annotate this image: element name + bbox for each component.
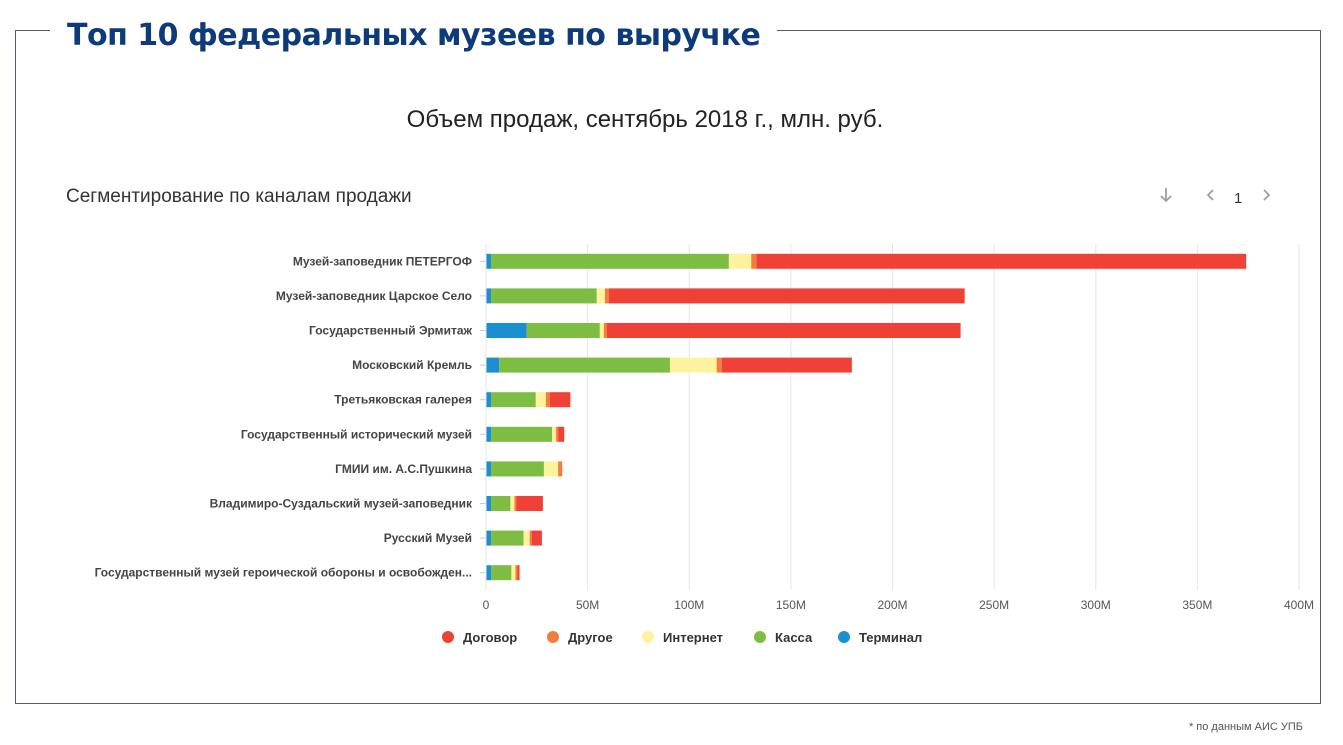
legend-item[interactable]: Терминал bbox=[838, 630, 922, 645]
page-number: 1 bbox=[1234, 190, 1243, 207]
bar-segment bbox=[491, 461, 544, 477]
x-tick-label: 100M bbox=[674, 598, 704, 612]
legend-dot-icon bbox=[754, 631, 766, 643]
bar-segment bbox=[486, 357, 500, 373]
bar-segment bbox=[599, 323, 604, 338]
x-tick-label: 400M bbox=[1284, 598, 1314, 612]
bar-segment bbox=[491, 288, 597, 304]
bar-segment bbox=[491, 565, 512, 581]
chevron-left-icon[interactable] bbox=[1205, 186, 1217, 209]
x-tick-label: 350M bbox=[1182, 598, 1212, 612]
legend-item[interactable]: Интернет bbox=[642, 630, 723, 645]
bar-segment bbox=[550, 392, 571, 408]
bar-segment bbox=[604, 288, 609, 304]
x-tick-label: 150M bbox=[776, 598, 806, 612]
category-label: Русский Музей bbox=[384, 531, 472, 545]
bar-segment bbox=[491, 392, 536, 408]
legend-label: Договор bbox=[463, 630, 518, 645]
legend-item[interactable]: Договор bbox=[442, 630, 517, 645]
bar-segment bbox=[486, 496, 492, 511]
bar-segment bbox=[756, 253, 1247, 269]
bar-segment bbox=[486, 323, 527, 338]
arrow-down-icon[interactable] bbox=[1158, 186, 1174, 209]
x-tick-label: 250M bbox=[979, 598, 1009, 612]
bar-segment bbox=[491, 496, 511, 511]
legend-label: Другое bbox=[568, 630, 613, 645]
stacked-bar-chart: 0 50M 100M 150M 200M 250M 300M 350M 400M Музей-за… bbox=[95, 244, 1314, 612]
segment-title: Сегментирование по каналам продажи bbox=[66, 186, 412, 207]
bar-segment bbox=[511, 565, 516, 581]
legend-label: Терминал bbox=[859, 630, 923, 645]
category-label: Государственный исторический музей bbox=[241, 427, 472, 441]
legend-label: Интернет bbox=[663, 630, 724, 645]
bar-segment bbox=[531, 530, 542, 546]
x-tick-label: 50M bbox=[576, 598, 599, 612]
category-label: Государственный музей героической оборон… bbox=[95, 566, 472, 580]
bar-segment bbox=[510, 496, 515, 511]
category-label: Московский Кремль bbox=[352, 358, 472, 372]
bar-segment bbox=[603, 323, 607, 338]
x-tick-label: 200M bbox=[877, 598, 907, 612]
bar-segment bbox=[515, 565, 518, 581]
footnote: * по данным АИС УПБ bbox=[1188, 721, 1303, 733]
category-label: Третьяковская галерея bbox=[334, 393, 472, 407]
bar-segment bbox=[486, 253, 492, 269]
chart-subtitle: Объем продаж, сентябрь 2018 г., млн. руб… bbox=[406, 106, 884, 133]
bar-segment bbox=[556, 426, 559, 442]
bar-segment bbox=[535, 392, 546, 408]
bar-segment bbox=[486, 288, 492, 304]
bar-segment bbox=[728, 253, 752, 269]
bar-segment bbox=[491, 530, 524, 546]
bar-segment bbox=[517, 565, 520, 581]
bar-segment bbox=[751, 253, 757, 269]
bar-segment bbox=[523, 530, 530, 546]
legend-item[interactable]: Другое bbox=[547, 630, 613, 645]
legend-item[interactable]: Касса bbox=[754, 630, 812, 645]
bar-segment bbox=[514, 496, 517, 511]
legend-label: Касса bbox=[775, 630, 813, 645]
pager: 1 bbox=[1150, 186, 1280, 210]
bar-segment bbox=[516, 496, 543, 511]
category-label: Музей-заповедник ПЕТЕРГОФ bbox=[293, 254, 472, 268]
page-title: Топ 10 федеральных музеев по выручке bbox=[50, 14, 778, 58]
legend-dot-icon bbox=[642, 631, 654, 643]
bar-segment bbox=[491, 253, 729, 269]
bar-segment bbox=[558, 461, 563, 477]
category-label: ГМИИ им. А.С.Пушкина bbox=[335, 462, 472, 476]
bar-segment bbox=[596, 288, 605, 304]
bar-segment bbox=[486, 565, 492, 581]
category-label: Музей-заповедник Царское Село bbox=[276, 289, 472, 303]
bar-segment bbox=[499, 357, 670, 373]
bar-segment bbox=[491, 426, 553, 442]
legend-dot-icon bbox=[547, 631, 559, 643]
bar-segment bbox=[545, 392, 551, 408]
x-tick-label: 300M bbox=[1081, 598, 1111, 612]
bar-segment bbox=[543, 461, 559, 477]
legend-dot-icon bbox=[442, 631, 454, 643]
bar-segment bbox=[486, 392, 492, 408]
bar-segment bbox=[486, 461, 492, 477]
bar-segment bbox=[486, 530, 492, 546]
bar-segment bbox=[552, 426, 557, 442]
bar-segment bbox=[486, 426, 492, 442]
chart-legend: Договор Другое Интернет Касса Терминал bbox=[0, 630, 1343, 650]
bar-segment bbox=[529, 530, 532, 546]
bar-segment bbox=[669, 357, 717, 373]
chevron-right-icon[interactable] bbox=[1260, 186, 1272, 209]
category-label: Государственный Эрмитаж bbox=[309, 324, 472, 338]
bar-segment bbox=[526, 323, 600, 338]
bar-segment bbox=[721, 357, 852, 373]
legend-dot-icon bbox=[838, 631, 850, 643]
category-label: Владимиро-Суздальский музей-заповедник bbox=[210, 497, 473, 511]
bar-segment bbox=[558, 426, 565, 442]
bar-segment bbox=[606, 323, 961, 338]
bar-segment bbox=[716, 357, 722, 373]
x-tick-label: 0 bbox=[483, 598, 490, 612]
bar-segment bbox=[608, 288, 965, 304]
